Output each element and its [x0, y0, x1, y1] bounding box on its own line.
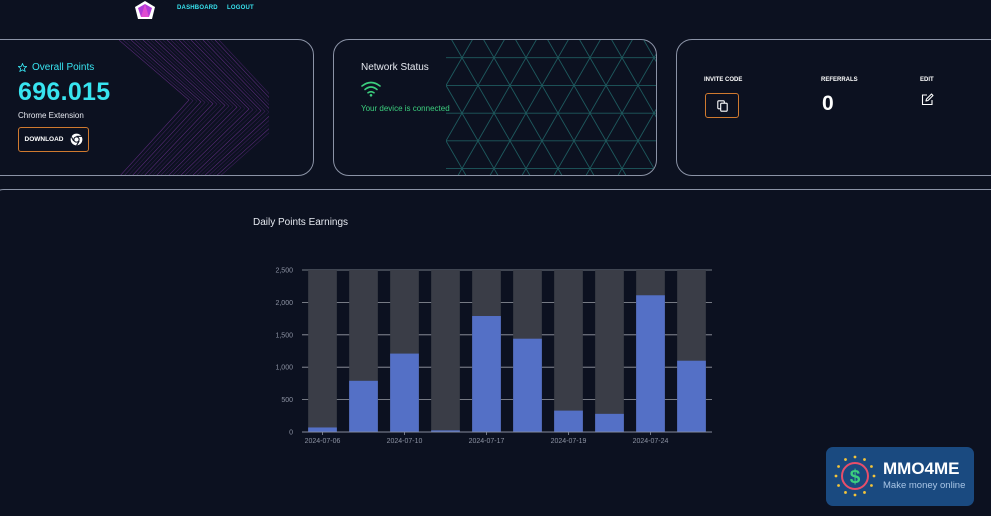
watermark-star-dot [837, 465, 840, 468]
bar-background [554, 270, 583, 432]
x-tick-label: 2024-07-17 [469, 438, 505, 445]
download-button-label: DOWNLOAD [24, 136, 64, 143]
star-icon [18, 63, 27, 72]
bar-2024-07-18[interactable] [513, 338, 542, 432]
watermark-star-dot [853, 455, 857, 459]
chrome-icon [70, 133, 82, 146]
overall-points-label-text: Overall Points [32, 62, 95, 73]
download-button[interactable]: DOWNLOAD [18, 127, 89, 152]
network-status-title: Network Status [361, 62, 429, 73]
watermark-subtitle: Make money online [883, 480, 966, 491]
y-tick-label: 1,500 [275, 332, 293, 339]
invite-code-card: INVITE CODE REFERRALS EDIT 0 [676, 39, 991, 176]
invite-code-label: INVITE CODE [704, 77, 743, 83]
bar-2024-07-10[interactable] [390, 353, 419, 432]
bar-2024-07-17[interactable] [472, 316, 501, 432]
connection-status-text: Your device is connected [361, 104, 450, 113]
edit-label: EDIT [920, 77, 934, 83]
overall-points-label: Overall Points [18, 62, 94, 73]
y-tick-label: 2,000 [275, 300, 293, 307]
dollar-emblem-icon: $ [834, 455, 876, 497]
referrals-label: REFERRALS [821, 77, 858, 83]
copy-invite-code-button[interactable] [705, 93, 739, 118]
app-logo[interactable] [134, 0, 156, 22]
chrome-extension-label: Chrome Extension [18, 111, 84, 120]
daily-points-bar-chart: 0 500 1,000 1,500 2,000 2,500 2024-07-06 2024-0… [275, 268, 712, 445]
nav-dashboard-link[interactable]: DASHBOARD [177, 5, 218, 11]
decorative-line-pattern [119, 40, 269, 175]
copy-icon [716, 99, 728, 112]
network-status-card: Network Status Your device is connected [333, 39, 657, 176]
watermark-star-dot [872, 474, 876, 478]
watermark-star-dot [870, 484, 873, 487]
chart-title: Daily Points Earnings [253, 217, 349, 228]
watermark-star-dot [863, 458, 866, 461]
top-navigation: DASHBOARD LOGOUT [0, 0, 991, 26]
referrals-count: 0 [822, 92, 834, 115]
decorative-triangle-grid [446, 40, 656, 175]
daily-points-chart-card: Daily Points Earnings 0 500 1,000 1,500 2,00… [0, 189, 991, 516]
bar-2024-07-12[interactable] [431, 430, 460, 432]
bar-2024-07-22[interactable] [595, 413, 624, 432]
watermark-star-dot [853, 493, 857, 497]
bar-2024-07-19[interactable] [554, 410, 583, 432]
nav-logout-link[interactable]: LOGOUT [227, 5, 254, 11]
overall-points-value: 696.015 [18, 78, 111, 106]
mmo4me-watermark: $ MMO4ME Make money online [826, 447, 974, 506]
x-tick-label: 2024-07-06 [305, 438, 341, 445]
edit-icon[interactable] [921, 93, 934, 106]
overall-points-card: Overall Points 696.015 Chrome Extension … [0, 39, 314, 176]
svg-text:$: $ [850, 467, 861, 488]
x-tick-label: 2024-07-24 [633, 438, 669, 445]
wifi-icon [361, 81, 381, 97]
y-tick-label: 0 [289, 430, 293, 437]
x-tick-label: 2024-07-10 [387, 438, 423, 445]
bar-2024-07-24[interactable] [636, 295, 665, 432]
watermark-star-dot [844, 458, 847, 461]
y-tick-label: 500 [281, 397, 293, 404]
bar-2024-07-06[interactable] [308, 427, 337, 432]
y-tick-label: 2,500 [275, 268, 293, 275]
bar-background [431, 270, 460, 432]
watermark-star-dot [844, 491, 847, 494]
bar-background [595, 270, 624, 432]
x-tick-label: 2024-07-19 [551, 438, 587, 445]
bar-2024-07-25[interactable] [677, 360, 706, 432]
bar-2024-07-08[interactable] [349, 380, 378, 432]
watermark-star-dot [834, 474, 838, 478]
watermark-title: MMO4ME [883, 459, 960, 478]
watermark-star-dot [870, 465, 873, 468]
y-tick-label: 1,000 [275, 365, 293, 372]
watermark-star-dot [837, 484, 840, 487]
bar-background [308, 270, 337, 432]
watermark-star-dot [863, 491, 866, 494]
